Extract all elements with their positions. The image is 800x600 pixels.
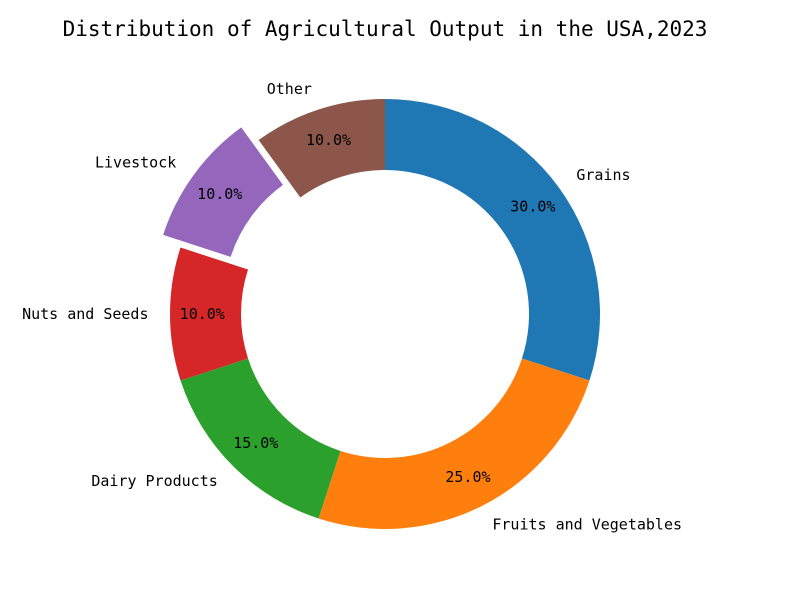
slice-labels: Grains 30.0% Fruits and Vegetables 25.0% Dai…	[22, 80, 682, 534]
pct-livestock: 10.0%	[197, 185, 242, 203]
slice-other	[258, 99, 385, 198]
label-other: Other	[267, 80, 312, 98]
label-fruits-and-vegetables: Fruits and Vegetables	[492, 516, 682, 534]
pct-other: 10.0%	[306, 131, 351, 149]
label-livestock: Livestock	[95, 153, 176, 171]
label-dairy-products: Dairy Products	[91, 472, 217, 490]
slice-dairy-products	[180, 358, 341, 519]
slice-fruits-and-vegetables	[318, 358, 590, 529]
donut-slices	[163, 99, 600, 529]
slice-grains	[385, 99, 600, 381]
label-grains: Grains	[576, 166, 630, 184]
slice-nuts-and-seeds	[170, 247, 249, 381]
pct-grains: 30.0%	[510, 198, 555, 216]
pct-dairy-products: 15.0%	[233, 434, 278, 452]
chart-title: Distribution of Agricultural Output in t…	[63, 17, 708, 41]
pct-nuts-and-seeds: 10.0%	[180, 305, 225, 323]
label-nuts-and-seeds: Nuts and Seeds	[22, 305, 148, 323]
pct-fruits-and-vegetables: 25.0%	[445, 468, 490, 486]
slice-livestock	[163, 127, 283, 257]
